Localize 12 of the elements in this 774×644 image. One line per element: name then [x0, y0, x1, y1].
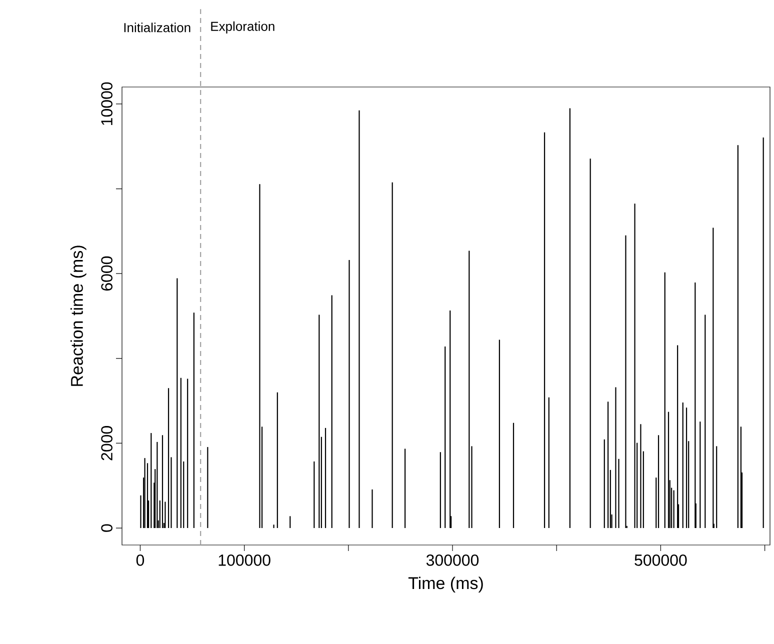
y-tick-label: 0: [101, 524, 112, 532]
x-tick-label: 500000: [634, 554, 687, 566]
x-tick-label: 100000: [218, 554, 270, 566]
y-tick-label: 10000: [101, 82, 112, 125]
y-tick-label: 2000: [101, 426, 112, 460]
text: Exploration: [211, 21, 274, 34]
x-tick-label: 300000: [426, 554, 479, 566]
x-axis-title: Time (ms): [408, 576, 483, 593]
y-axis-title: Reaction time (ms): [70, 246, 86, 386]
text: Initialization: [124, 22, 190, 32]
x-tick-label: 0: [136, 554, 144, 566]
y-tick-label: 6000: [101, 256, 112, 291]
